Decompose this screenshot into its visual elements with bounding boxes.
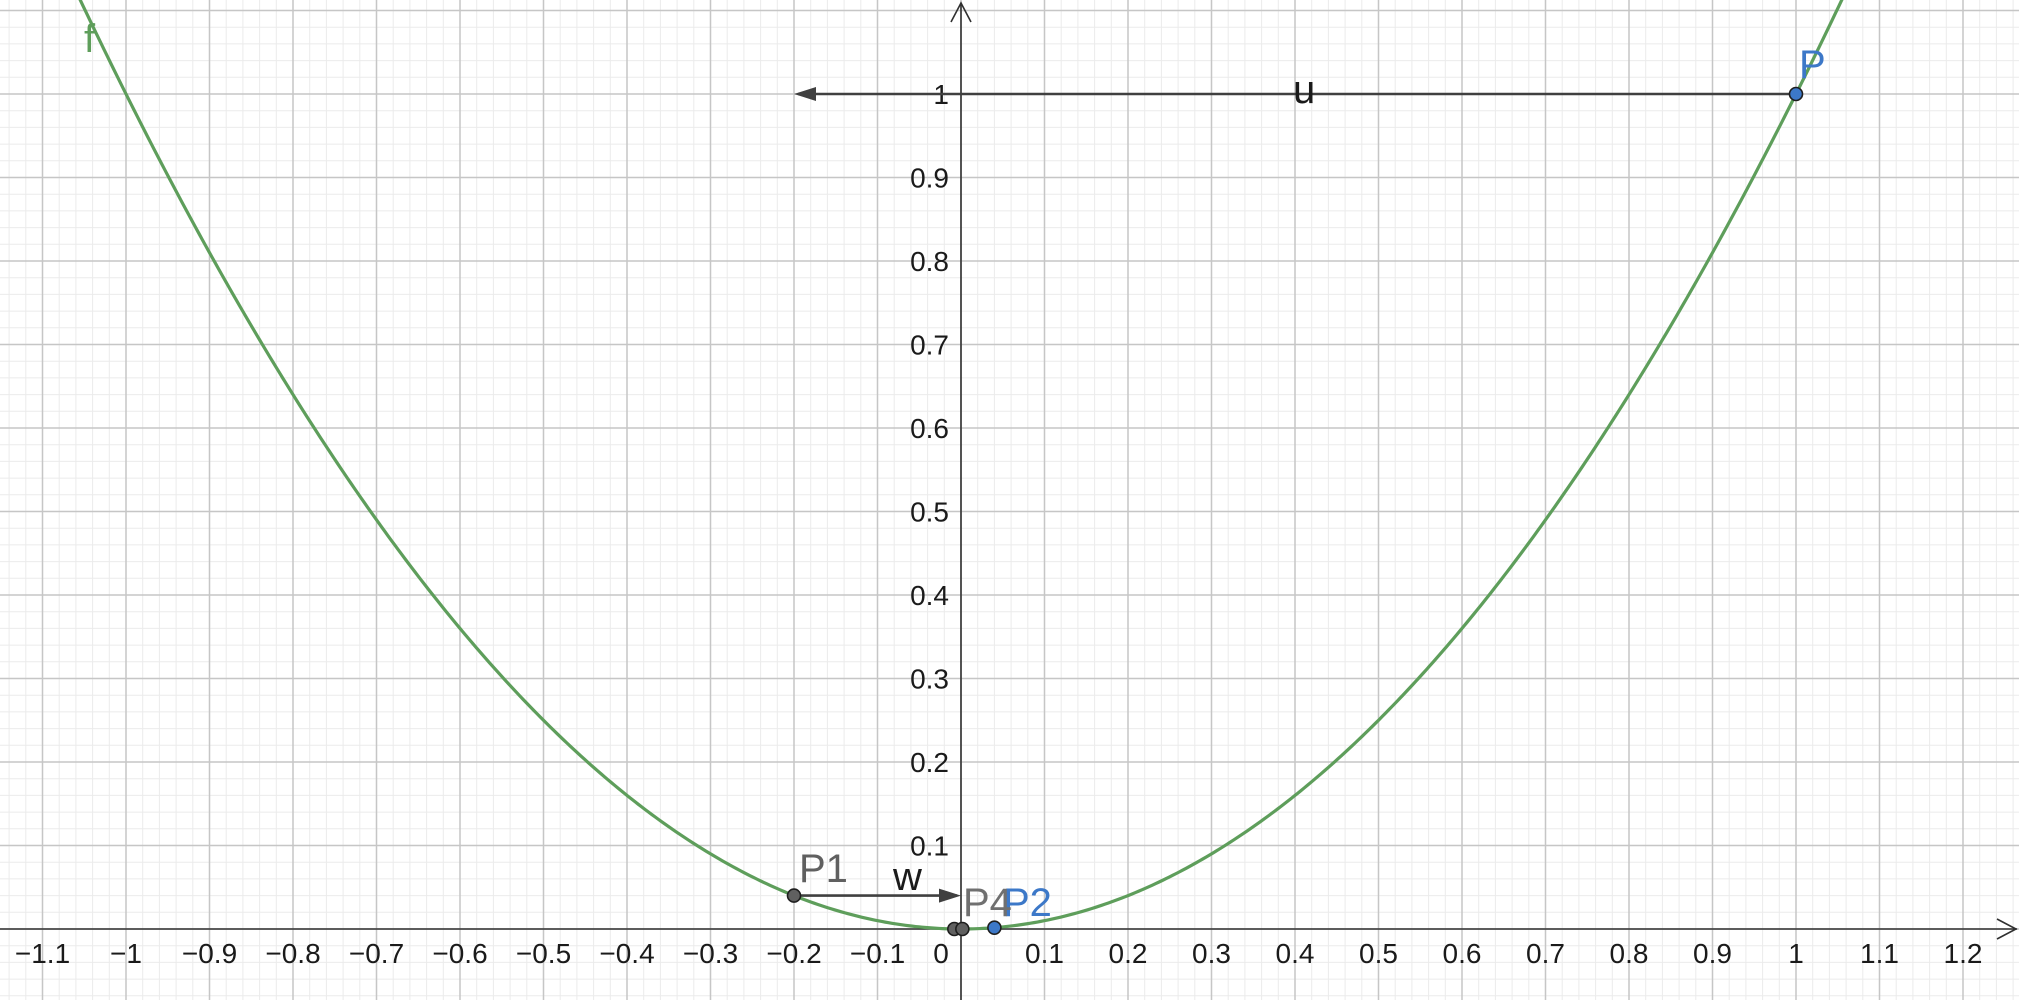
x-axis-arrow [1996, 918, 2018, 940]
point-P4[interactable] [955, 921, 970, 937]
y-tick-label: 0.5 [910, 497, 949, 528]
x-tick-label: −0.8 [265, 938, 320, 969]
y-tick-label: 0.1 [910, 831, 949, 862]
function-layer [0, 0, 2019, 931]
x-tick-label: 0.3 [1192, 938, 1231, 969]
point-label-P4: P4 [963, 881, 1012, 925]
point-label-P1: P1 [799, 847, 848, 891]
x-tick-label: −0.3 [683, 938, 738, 969]
x-tick-labels: −1.1 −1 −0.9 −0.8 −0.7 −0.6 −0.5 −0.4 −0.3 −0.2 −0… [15, 938, 1983, 969]
y-tick-labels: 0.10.20.30.40.50.60.70.80.91 [910, 79, 949, 862]
point-P[interactable] [1788, 86, 1804, 102]
y-tick-label: 0.3 [910, 664, 949, 695]
y-tick-label: 0.7 [910, 330, 949, 361]
y-tick-label: 0.6 [910, 413, 949, 444]
x-tick-label: −1.1 [15, 938, 70, 969]
x-tick-label: 0.2 [1109, 938, 1148, 969]
x-tick-label: −0.7 [349, 938, 404, 969]
x-tick-label: 0.1 [1025, 938, 1064, 969]
vector-label-w: w [892, 855, 922, 899]
x-tick-label: −0.1 [850, 938, 905, 969]
point-P2[interactable] [987, 920, 1002, 935]
function-label-f: f [84, 17, 96, 61]
y-axis-arrow [950, 1, 972, 23]
point-label-P2: P2 [1003, 881, 1052, 925]
x-tick-label: 0.8 [1610, 938, 1649, 969]
x-tick-label: 0.4 [1276, 938, 1315, 969]
vector-label-u: u [1293, 68, 1315, 112]
function-curve-f[interactable] [0, 0, 2019, 931]
x-tick-label: −0.6 [432, 938, 487, 969]
x-tick-label: 1.2 [1944, 938, 1983, 969]
point-label-P: P [1799, 43, 1826, 87]
point-layer [786, 86, 1804, 937]
vector-w-arrowhead [939, 888, 961, 903]
x-tick-label: 0.6 [1443, 938, 1482, 969]
x-tick-label: 0.9 [1693, 938, 1732, 969]
x-tick-label: 1.1 [1860, 938, 1899, 969]
x-tick-label: 0 [933, 938, 949, 969]
x-tick-label: 1 [1788, 938, 1804, 969]
x-tick-label: 0.5 [1359, 938, 1398, 969]
y-tick-label: 0.9 [910, 163, 949, 194]
x-tick-label: −0.5 [516, 938, 571, 969]
x-tick-label: 0.7 [1526, 938, 1565, 969]
x-tick-label: −0.9 [182, 938, 237, 969]
vector-u-arrowhead [794, 87, 816, 101]
y-tick-label: 0.2 [910, 747, 949, 778]
x-tick-label: −1 [110, 938, 142, 969]
y-tick-label: 0.8 [910, 246, 949, 277]
x-tick-label: −0.2 [766, 938, 821, 969]
y-tick-label: 0.4 [910, 580, 949, 611]
vector-layer [794, 87, 1796, 903]
x-tick-label: −0.4 [599, 938, 654, 969]
point-P1[interactable] [786, 888, 802, 903]
